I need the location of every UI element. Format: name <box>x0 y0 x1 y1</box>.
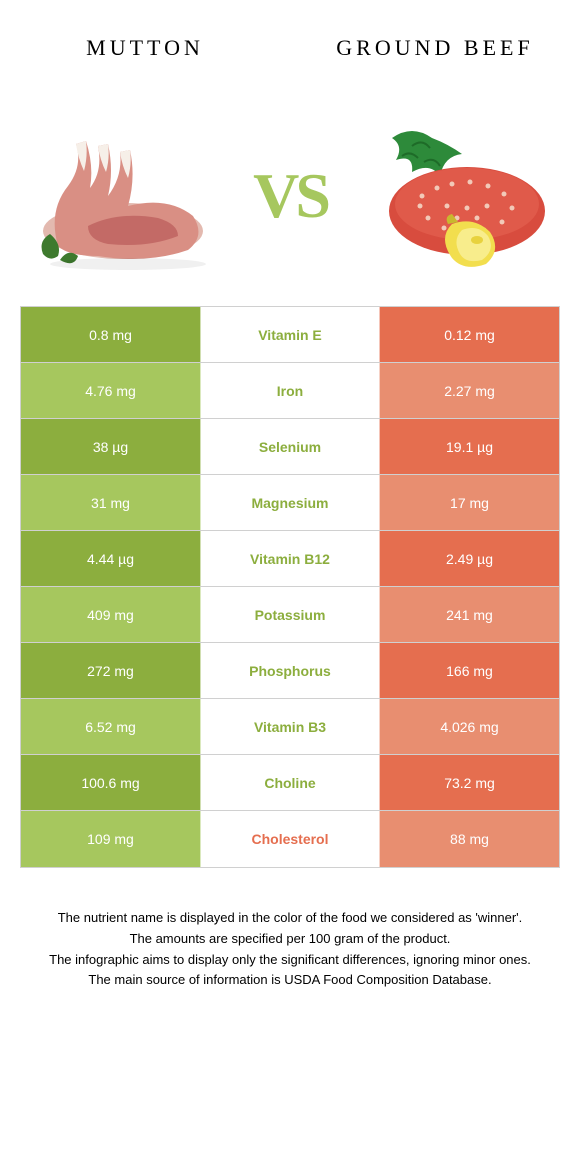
right-value: 2.27 mg <box>379 363 559 418</box>
nutrient-label: Magnesium <box>201 475 379 530</box>
nutrient-label: Iron <box>201 363 379 418</box>
left-value: 100.6 mg <box>21 755 201 810</box>
nutrient-label: Vitamin B3 <box>201 699 379 754</box>
header-left: MUTTON <box>0 34 290 63</box>
table-row: 6.52 mgVitamin B34.026 mg <box>21 699 559 755</box>
footer-line: The amounts are specified per 100 gram o… <box>20 929 560 950</box>
footer-line: The nutrient name is displayed in the co… <box>20 908 560 929</box>
nutrient-label: Choline <box>201 755 379 810</box>
left-value: 4.76 mg <box>21 363 201 418</box>
vs-label: VS <box>253 159 327 233</box>
table-row: 272 mgPhosphorus166 mg <box>21 643 559 699</box>
left-value: 38 µg <box>21 419 201 474</box>
right-value: 17 mg <box>379 475 559 530</box>
right-value: 0.12 mg <box>379 307 559 362</box>
left-value: 272 mg <box>21 643 201 698</box>
left-value: 6.52 mg <box>21 699 201 754</box>
header-right: GROUND BEEF <box>290 34 580 63</box>
left-value: 4.44 µg <box>21 531 201 586</box>
ground-beef-image <box>335 106 570 286</box>
left-value: 409 mg <box>21 587 201 642</box>
right-value: 166 mg <box>379 643 559 698</box>
nutrient-label: Phosphorus <box>201 643 379 698</box>
nutrient-label: Selenium <box>201 419 379 474</box>
left-value: 109 mg <box>21 811 201 867</box>
table-row: 0.8 mgVitamin E0.12 mg <box>21 307 559 363</box>
left-value: 0.8 mg <box>21 307 201 362</box>
comparison-table: 0.8 mgVitamin E0.12 mg4.76 mgIron2.27 mg… <box>20 306 560 868</box>
footer-line: The main source of information is USDA F… <box>20 970 560 991</box>
right-value: 73.2 mg <box>379 755 559 810</box>
right-value: 2.49 µg <box>379 531 559 586</box>
footer-line: The infographic aims to display only the… <box>20 950 560 971</box>
header-row: MUTTON GROUND BEEF <box>0 0 580 96</box>
footer-notes: The nutrient name is displayed in the co… <box>20 908 560 991</box>
right-value: 88 mg <box>379 811 559 867</box>
left-value: 31 mg <box>21 475 201 530</box>
right-value: 19.1 µg <box>379 419 559 474</box>
hero-row: VS <box>0 96 580 296</box>
table-row: 4.44 µgVitamin B122.49 µg <box>21 531 559 587</box>
right-value: 241 mg <box>379 587 559 642</box>
table-row: 38 µgSelenium19.1 µg <box>21 419 559 475</box>
table-row: 109 mgCholesterol88 mg <box>21 811 559 867</box>
table-row: 4.76 mgIron2.27 mg <box>21 363 559 419</box>
nutrient-label: Vitamin B12 <box>201 531 379 586</box>
right-value: 4.026 mg <box>379 699 559 754</box>
table-row: 31 mgMagnesium17 mg <box>21 475 559 531</box>
mutton-image <box>10 106 245 286</box>
nutrient-label: Potassium <box>201 587 379 642</box>
table-row: 409 mgPotassium241 mg <box>21 587 559 643</box>
table-row: 100.6 mgCholine73.2 mg <box>21 755 559 811</box>
nutrient-label: Vitamin E <box>201 307 379 362</box>
nutrient-label: Cholesterol <box>201 811 379 867</box>
